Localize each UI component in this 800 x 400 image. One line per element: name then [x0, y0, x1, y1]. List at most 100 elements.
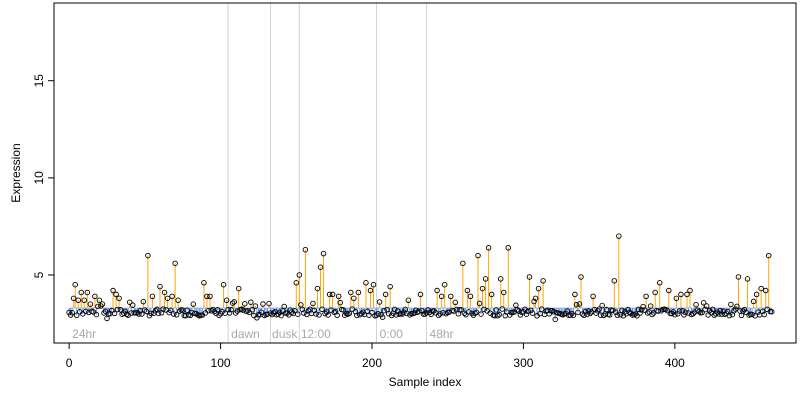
data-point: [161, 289, 168, 296]
data-point: [155, 310, 162, 317]
segment-label: 48hr: [430, 327, 454, 341]
data-point: [758, 285, 764, 292]
data-point: [266, 300, 272, 307]
data-point: [367, 287, 374, 294]
data-point: [732, 306, 739, 312]
data-point: [684, 291, 690, 298]
data-point: [634, 313, 640, 319]
data-point: [463, 311, 469, 318]
data-point: [496, 311, 502, 318]
data-point: [626, 309, 633, 316]
segment-label: 24hr: [72, 327, 96, 341]
data-point: [302, 246, 309, 253]
data-point: [735, 274, 742, 280]
data-point: [678, 291, 684, 298]
data-point: [292, 308, 298, 314]
data-point: [235, 285, 242, 292]
x-axis: 0 100 200 300 400: [66, 342, 685, 370]
data-point: [740, 308, 746, 314]
data-point: [75, 297, 81, 304]
data-point: [276, 309, 283, 316]
data-point: [638, 307, 645, 313]
data-point: [726, 312, 733, 319]
data-point: [214, 307, 221, 313]
data-point: [401, 309, 407, 315]
data-point: [136, 311, 142, 317]
data-point: [288, 309, 295, 315]
data-point: [514, 307, 521, 313]
data-point: [464, 287, 471, 294]
data-point: [505, 245, 512, 251]
data-point: [749, 311, 755, 318]
data-point: [83, 308, 89, 315]
data-point: [616, 233, 622, 239]
data-point: [326, 291, 333, 298]
data-point: [416, 308, 422, 314]
data-point: [325, 312, 331, 318]
data-point: [140, 298, 147, 305]
data-point: [532, 295, 539, 302]
data-point: [641, 307, 648, 313]
data-point: [535, 285, 542, 292]
data-point: [473, 309, 480, 316]
data-point: [573, 301, 580, 308]
data-point: [666, 287, 672, 294]
data-point: [451, 308, 457, 314]
data-point: [334, 312, 340, 318]
data-point: [234, 308, 240, 314]
data-point: [219, 308, 225, 315]
data-point: [320, 250, 327, 257]
data-point: [95, 303, 101, 310]
data-point: [765, 252, 772, 259]
data-point: [643, 293, 649, 300]
data-point: [310, 300, 316, 307]
data-point: [458, 307, 465, 313]
data-point: [170, 311, 177, 317]
data-point: [769, 308, 775, 315]
data-point: [355, 289, 362, 296]
data-point: [619, 307, 625, 313]
data-point: [229, 300, 236, 306]
data-point: [482, 276, 489, 282]
data-point: [606, 312, 613, 318]
data-point: [664, 307, 671, 314]
data-point: [248, 299, 254, 305]
data-point: [709, 306, 716, 313]
data-point: [599, 302, 605, 309]
data-point: [99, 301, 106, 307]
data-point: [405, 297, 412, 304]
data-point: [699, 309, 705, 316]
data-point: [584, 311, 590, 318]
data-point: [249, 307, 256, 313]
data-point: [552, 316, 558, 323]
data-point: [637, 310, 643, 316]
data-point: [741, 306, 748, 313]
data-point: [761, 311, 767, 318]
data-point: [167, 307, 174, 314]
data-point: [481, 306, 487, 313]
data-point: [376, 299, 383, 305]
data-point: [366, 312, 372, 318]
data-point: [525, 308, 531, 314]
y-axis: 5 10 15: [32, 74, 55, 278]
data-point: [346, 310, 353, 317]
data-point: [126, 299, 133, 305]
data-point: [582, 308, 589, 315]
data-point: [596, 306, 602, 312]
data-point: [670, 309, 677, 315]
data-point: [652, 289, 658, 296]
data-point: [301, 310, 307, 316]
data-point: [375, 310, 381, 317]
data-point: [207, 293, 213, 300]
data-point: [102, 308, 109, 314]
data-point: [538, 306, 545, 312]
data-point: [750, 298, 757, 305]
data-point: [311, 307, 318, 314]
data-point: [348, 289, 354, 296]
data-point: [467, 293, 474, 300]
data-point: [254, 315, 260, 321]
data-point: [226, 310, 233, 316]
data-point: [81, 297, 88, 304]
data-point: [744, 276, 751, 282]
segment-dividers: [227, 3, 428, 343]
